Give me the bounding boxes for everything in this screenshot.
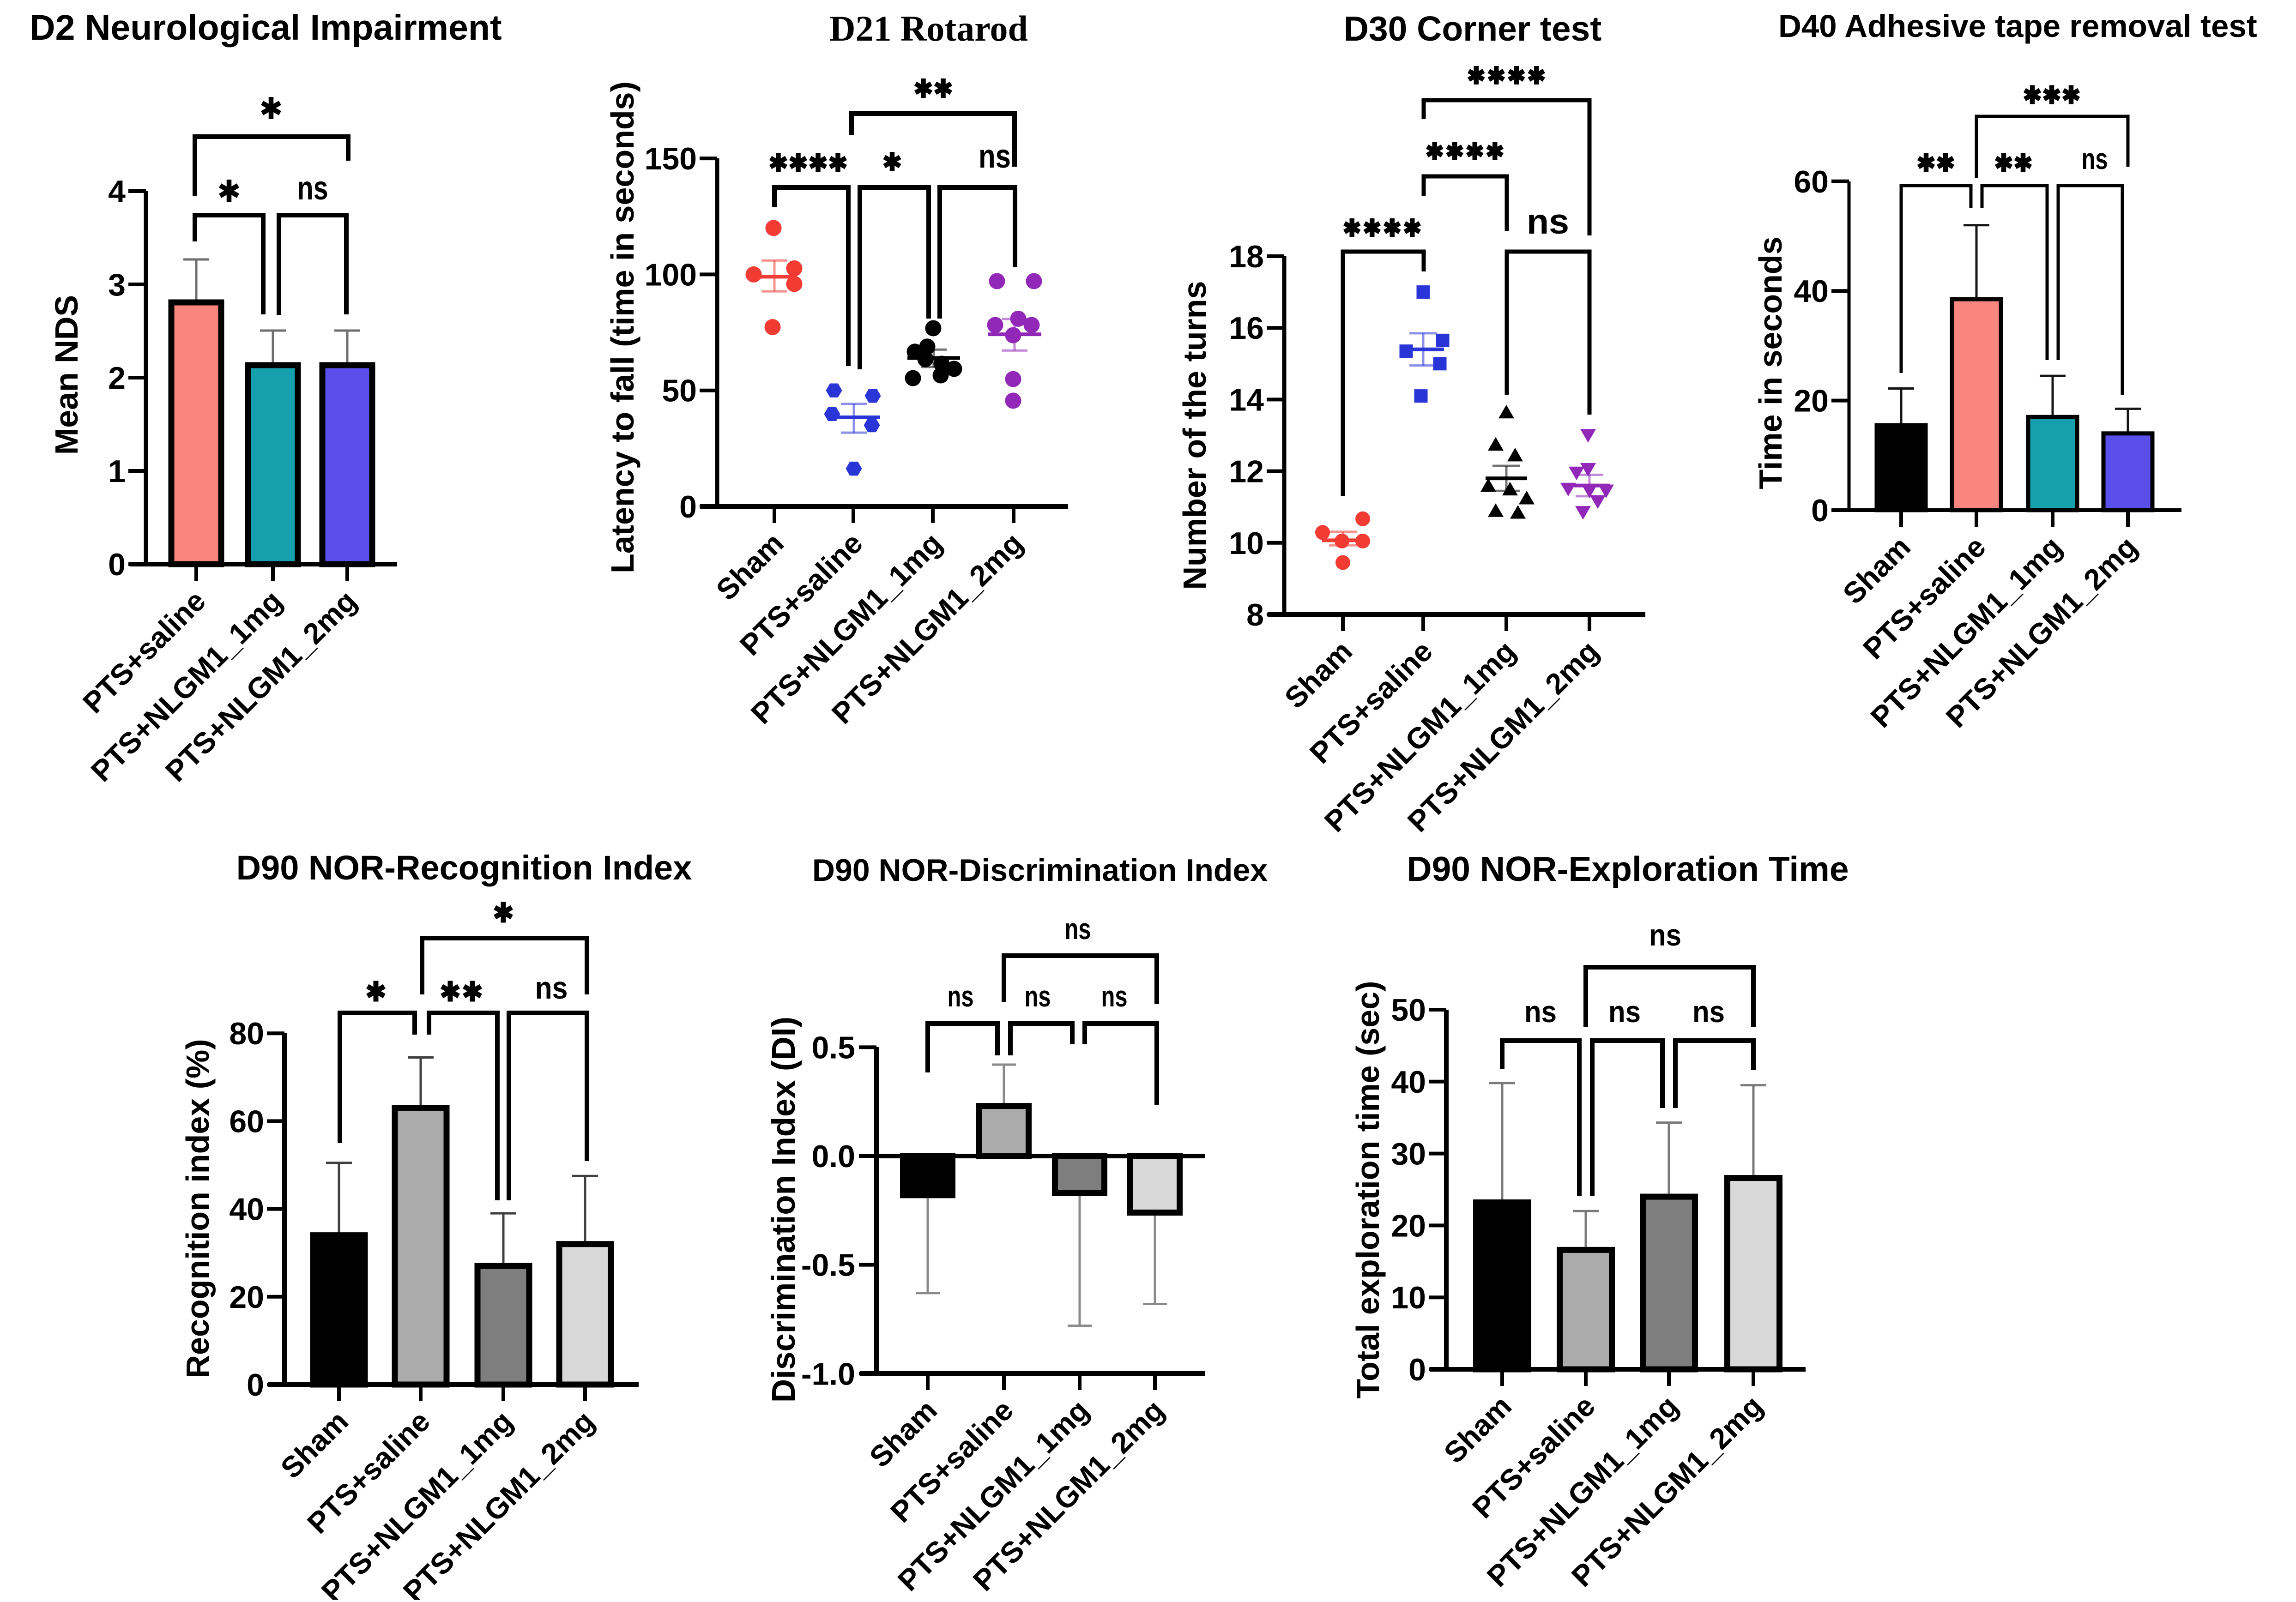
svg-text:ns: ns: [979, 138, 1011, 175]
svg-text:Time in seconds: Time in seconds: [1752, 236, 1788, 489]
svg-text:-1.0: -1.0: [801, 1356, 855, 1391]
svg-text:2: 2: [108, 361, 126, 396]
svg-text:0.0: 0.0: [811, 1139, 855, 1174]
svg-text:8: 8: [1246, 597, 1264, 632]
svg-text:0.5: 0.5: [811, 1030, 855, 1065]
svg-text:10: 10: [1229, 526, 1264, 561]
svg-text:20: 20: [1794, 384, 1829, 419]
svg-text:14: 14: [1229, 382, 1264, 417]
svg-text:0: 0: [1811, 493, 1829, 528]
svg-text:100: 100: [645, 257, 697, 292]
svg-text:30: 30: [1391, 1137, 1426, 1172]
svg-text:0: 0: [247, 1367, 264, 1403]
svg-text:50: 50: [1391, 993, 1426, 1028]
svg-text:ns: ns: [1649, 918, 1681, 952]
svg-text:ns: ns: [297, 170, 328, 207]
svg-text:3: 3: [108, 267, 126, 302]
svg-text:ns: ns: [1524, 994, 1557, 1029]
svg-text:ns: ns: [1025, 980, 1051, 1013]
svg-text:12: 12: [1229, 454, 1264, 489]
svg-text:D21 Rotarod: D21 Rotarod: [829, 8, 1028, 48]
svg-text:20: 20: [1391, 1208, 1426, 1243]
svg-text:Recognition index (%): Recognition index (%): [180, 1039, 216, 1379]
svg-text:40: 40: [1794, 274, 1829, 309]
svg-text:ns: ns: [948, 980, 974, 1013]
svg-text:80: 80: [229, 1016, 264, 1051]
svg-text:16: 16: [1229, 311, 1264, 346]
svg-text:20: 20: [229, 1280, 264, 1315]
svg-text:Latency to fall (time in secon: Latency to fall (time in seconds): [604, 81, 640, 573]
svg-text:D30 Corner test: D30 Corner test: [1344, 9, 1602, 48]
svg-text:Number of the turns: Number of the turns: [1177, 281, 1213, 590]
svg-text:Total exploration time (sec): Total exploration time (sec): [1350, 981, 1386, 1399]
svg-text:0: 0: [679, 489, 697, 524]
svg-text:ns: ns: [1527, 202, 1569, 241]
svg-text:ns: ns: [535, 970, 568, 1006]
svg-text:18: 18: [1229, 239, 1264, 274]
svg-text:ns: ns: [1608, 994, 1641, 1029]
svg-text:10: 10: [1391, 1280, 1426, 1315]
svg-text:-0.5: -0.5: [801, 1248, 855, 1283]
svg-text:D90 NOR-Discrimination Index: D90 NOR-Discrimination Index: [812, 853, 1268, 888]
svg-text:Discrimination Index (DI): Discrimination Index (DI): [766, 1017, 802, 1403]
svg-text:150: 150: [645, 141, 697, 176]
svg-text:D2 Neurological Impairment: D2 Neurological Impairment: [30, 8, 502, 48]
svg-text:D40 Adhesive tape removal test: D40 Adhesive tape removal test: [1778, 8, 2257, 44]
svg-text:1: 1: [108, 454, 126, 489]
svg-text:40: 40: [229, 1192, 264, 1227]
svg-text:ns: ns: [1065, 912, 1091, 946]
svg-text:ns: ns: [1101, 980, 1128, 1013]
svg-text:Mean NDS: Mean NDS: [48, 295, 85, 455]
svg-text:40: 40: [1391, 1065, 1426, 1100]
svg-text:50: 50: [662, 373, 697, 409]
svg-text:60: 60: [1794, 164, 1829, 199]
svg-text:0: 0: [1408, 1352, 1426, 1387]
svg-text:D90 NOR-Recognition Index: D90 NOR-Recognition Index: [236, 849, 692, 887]
svg-text:ns: ns: [1692, 994, 1725, 1029]
svg-text:ns: ns: [2082, 142, 2108, 175]
svg-text:D90 NOR-Exploration Time: D90 NOR-Exploration Time: [1407, 849, 1849, 888]
svg-text:0: 0: [108, 547, 126, 582]
svg-text:4: 4: [108, 174, 126, 209]
svg-text:60: 60: [229, 1104, 264, 1139]
